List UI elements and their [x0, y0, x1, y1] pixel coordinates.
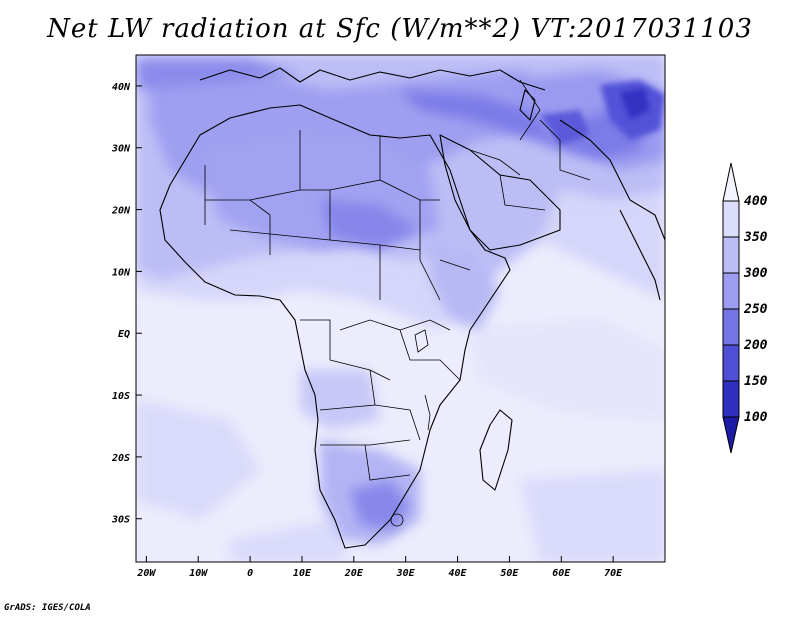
colorbar-box — [722, 308, 740, 346]
plot-area — [136, 55, 665, 562]
asia-coast — [559, 119, 665, 301]
colorbar-box — [722, 200, 740, 238]
colorbar-label: 300 — [743, 266, 768, 281]
europe-coast — [199, 67, 546, 91]
colorbar-arrow-top — [722, 162, 740, 202]
colorbar-label: 200 — [743, 338, 768, 353]
x-tick-label: 10W — [189, 568, 208, 579]
lesotho-border — [390, 513, 404, 527]
x-axis: 20W 10W 0 10E 20E 30E 40E 50E 60E 70E — [136, 556, 623, 579]
country-borders — [204, 79, 591, 527]
y-tick-label: EQ — [118, 329, 130, 340]
colorbar-arrow-bottom — [722, 416, 740, 454]
y-axis: 40N 30N 20N 10N EQ 10S 20S 30S — [111, 82, 142, 526]
colorbar-box — [722, 380, 740, 418]
africa-coast — [159, 104, 511, 549]
field-200-250 — [136, 60, 650, 530]
asia-borders — [469, 79, 591, 211]
x-tick-label: 70E — [604, 568, 623, 579]
y-tick-label: 40N — [112, 82, 131, 93]
y-tick-label: 10N — [112, 267, 131, 278]
y-tick-label: 20S — [111, 453, 130, 464]
colorbar: 400 350 300 250 200 150 100 — [722, 162, 768, 454]
y-tick-label: 30N — [111, 144, 131, 155]
x-tick-label: 20W — [136, 568, 156, 579]
chart-title: Net LW radiation at Sfc (W/m**2) VT:2017… — [47, 14, 753, 44]
north-africa-borders — [204, 130, 471, 301]
lake-malawi — [424, 394, 431, 431]
madagascar-coast — [479, 409, 513, 491]
x-tick-label: 10E — [293, 568, 312, 579]
colorbar-label: 150 — [744, 374, 768, 389]
y-tick-label: 20N — [111, 206, 131, 217]
x-tick-label: 0 — [247, 568, 253, 579]
coastlines — [159, 67, 665, 549]
colorbar-label: 350 — [743, 230, 768, 245]
x-tick-label: 50E — [500, 568, 519, 579]
colorbar-label: 250 — [743, 302, 768, 317]
x-tick-label: 30E — [396, 568, 416, 579]
lake-victoria — [414, 329, 429, 353]
colorbar-label: 100 — [744, 410, 768, 425]
x-tick-label: 20E — [344, 568, 364, 579]
y-tick-label: 10S — [112, 391, 130, 402]
credit-text: GrADS: IGES/COLA — [4, 603, 91, 613]
colorbar-box — [722, 236, 740, 274]
central-south-borders — [300, 319, 461, 481]
colorbar-label: 400 — [744, 194, 768, 209]
colorbar-box — [722, 344, 740, 382]
caspian-coast — [519, 89, 536, 121]
x-tick-label: 60E — [552, 568, 571, 579]
field-100-150 — [620, 88, 650, 120]
plot-frame — [135, 54, 666, 563]
x-tick-label: 40E — [449, 568, 468, 579]
colorbar-box — [722, 272, 740, 310]
y-tick-label: 30S — [111, 515, 130, 526]
